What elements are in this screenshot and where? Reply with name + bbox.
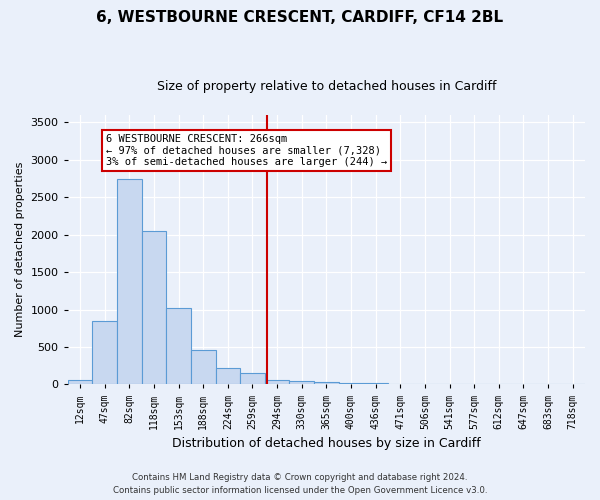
Bar: [191, 350, 215, 384]
Bar: [338, 383, 364, 384]
Text: 6, WESTBOURNE CRESCENT, CARDIFF, CF14 2BL: 6, WESTBOURNE CRESCENT, CARDIFF, CF14 2B…: [97, 10, 503, 25]
Y-axis label: Number of detached properties: Number of detached properties: [15, 162, 25, 338]
Bar: [314, 382, 338, 384]
Text: 6 WESTBOURNE CRESCENT: 266sqm
← 97% of detached houses are smaller (7,328)
3% of: 6 WESTBOURNE CRESCENT: 266sqm ← 97% of d…: [106, 134, 387, 167]
Bar: [215, 368, 240, 384]
Title: Size of property relative to detached houses in Cardiff: Size of property relative to detached ho…: [157, 80, 496, 93]
Bar: [265, 380, 289, 384]
Bar: [142, 231, 166, 384]
Bar: [166, 308, 191, 384]
X-axis label: Distribution of detached houses by size in Cardiff: Distribution of detached houses by size …: [172, 437, 481, 450]
Bar: [68, 380, 92, 384]
Bar: [240, 373, 265, 384]
Bar: [117, 178, 142, 384]
Text: Contains HM Land Registry data © Crown copyright and database right 2024.
Contai: Contains HM Land Registry data © Crown c…: [113, 474, 487, 495]
Bar: [289, 381, 314, 384]
Bar: [92, 321, 117, 384]
